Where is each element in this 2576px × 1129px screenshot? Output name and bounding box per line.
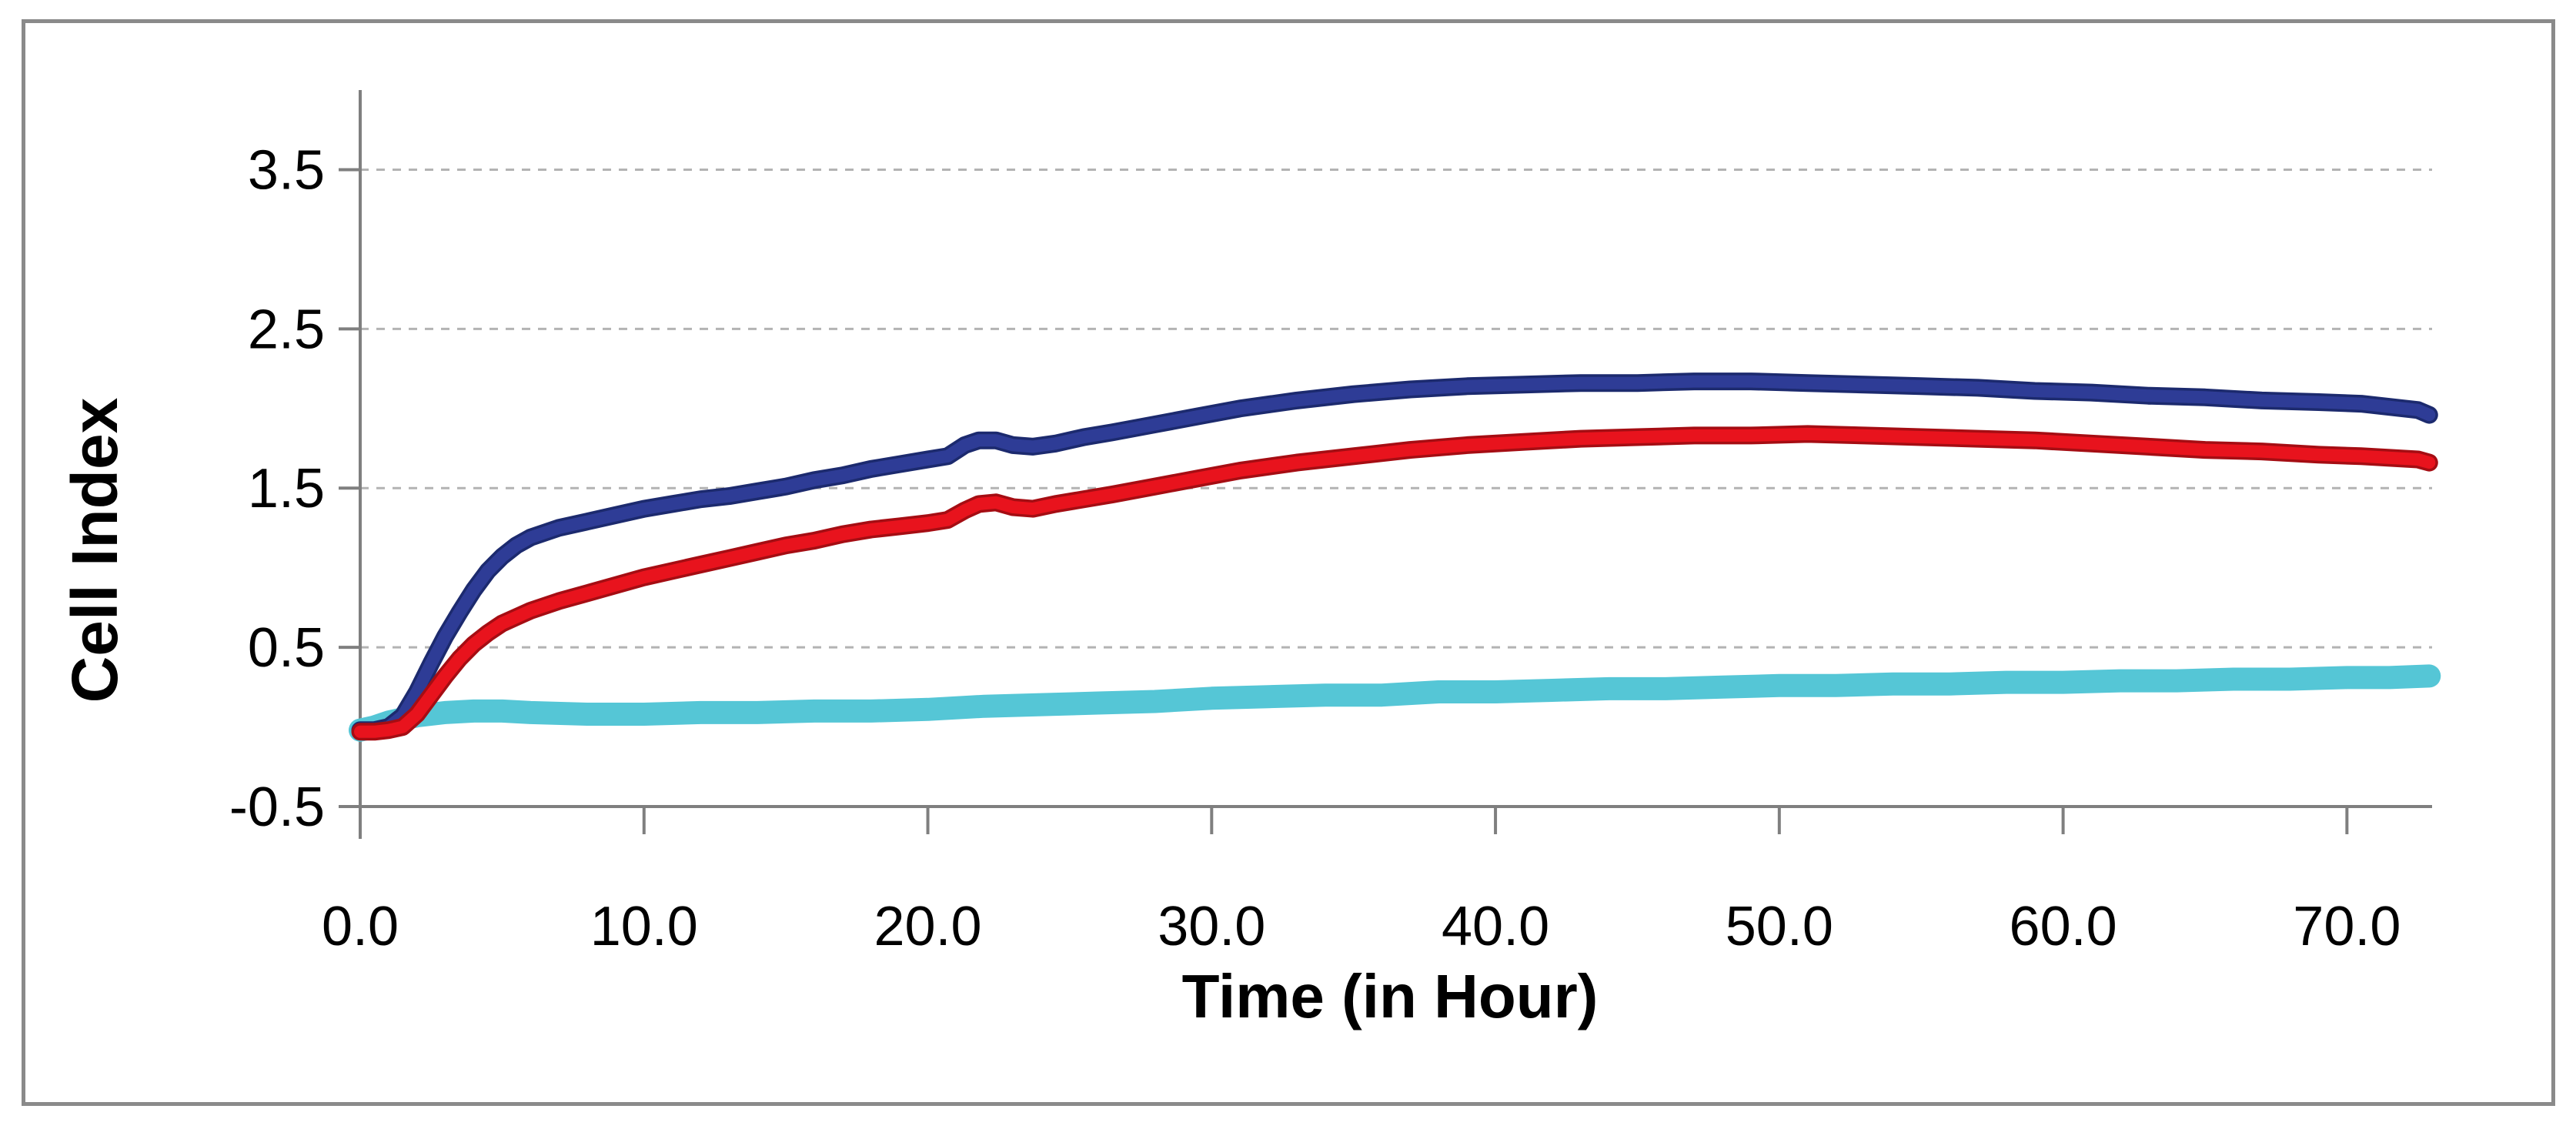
y-tick-label-0.5: 0.5 <box>248 617 325 679</box>
gridlines <box>360 168 2432 649</box>
y-tick-label-2.5: 2.5 <box>248 299 325 360</box>
figure-border <box>22 19 2555 1106</box>
axes <box>339 90 2432 839</box>
red-series-line <box>354 427 2436 738</box>
x-tick-label-30.0: 30.0 <box>1158 896 1265 957</box>
y-tick-label-1.5: 1.5 <box>248 458 325 519</box>
x-axis-title: Time (in Hour) <box>1182 962 1599 1030</box>
x-tick-label-10.0: 10.0 <box>590 896 698 957</box>
y-tick-label-3.5: 3.5 <box>248 139 325 201</box>
dark-blue-series-line <box>354 375 2436 737</box>
light-blue-flat-series-line <box>349 664 2441 742</box>
x-tick-label-40.0: 40.0 <box>1442 896 1549 957</box>
data-series <box>349 372 2441 742</box>
x-tick-label-70.0: 70.0 <box>2293 896 2401 957</box>
x-tick-label-20.0: 20.0 <box>874 896 981 957</box>
y-tick-label--0.5: -0.5 <box>229 777 325 838</box>
tick-labels: -0.5 0.5 1.5 2.5 3.5 0.0 10.0 20.0 30.0 40.0 50.0 6… <box>229 139 2401 957</box>
x-tick-label-0.0: 0.0 <box>322 896 399 957</box>
y-axis-title: Cell Index <box>58 397 131 703</box>
x-tick-label-50.0: 50.0 <box>1726 896 1833 957</box>
x-tick-label-60.0: 60.0 <box>2010 896 2117 957</box>
